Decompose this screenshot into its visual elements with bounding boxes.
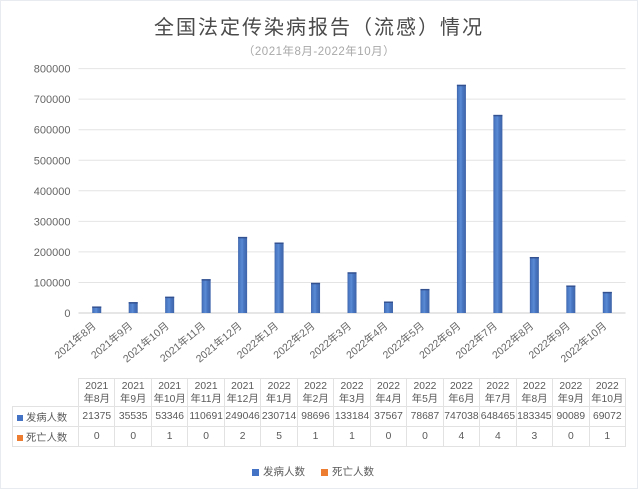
svg-text:200000: 200000	[34, 247, 71, 259]
svg-text:400000: 400000	[34, 186, 71, 198]
svg-text:300000: 300000	[34, 216, 71, 228]
svg-text:100000: 100000	[34, 277, 71, 289]
svg-text:700000: 700000	[34, 94, 71, 106]
svg-text:600000: 600000	[34, 125, 71, 137]
svg-text:800000: 800000	[34, 64, 71, 76]
svg-text:500000: 500000	[34, 155, 71, 167]
svg-text:0: 0	[64, 308, 70, 320]
